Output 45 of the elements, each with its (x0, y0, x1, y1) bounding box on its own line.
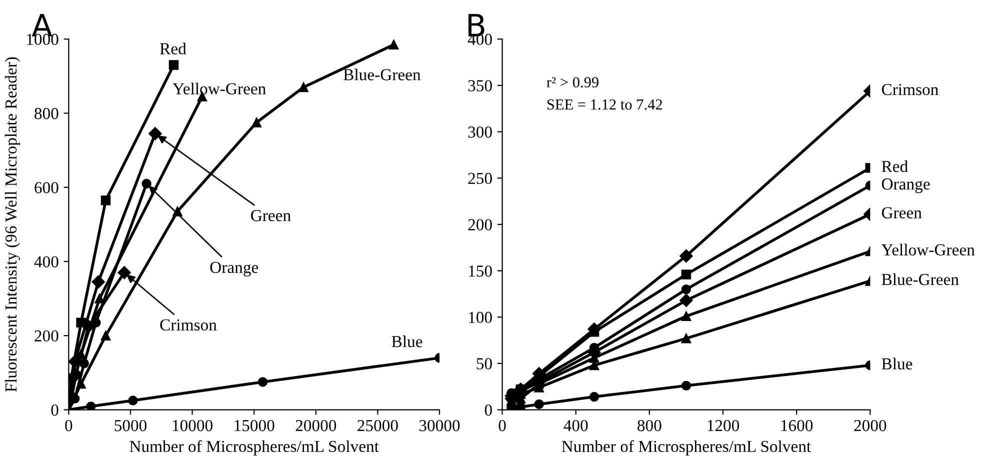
series-label: Yellow-Green (881, 244, 975, 256)
text: Green (251, 210, 291, 222)
x-axis-title: Number of Microspheres/mL Solvent (130, 440, 379, 456)
y-tick-label: 400 (34, 256, 58, 268)
x-tick-label: 20000 (296, 420, 336, 432)
annotation: r² > 0.99 (546, 77, 598, 88)
x-tick-label: 10000 (172, 420, 212, 432)
legend-label: Crimson (160, 319, 217, 331)
y-axis-title: Fluorescent Intensity (96 Well Microplate Reader) (4, 57, 20, 392)
series-label: Red (160, 42, 186, 54)
y-tick-label: 100 (469, 312, 492, 324)
y-tick-label: 350 (468, 80, 492, 92)
y-tick-label: 800 (34, 108, 58, 120)
x-tick-label: 15000 (234, 420, 274, 432)
series-label: Crimson (882, 84, 938, 96)
x-tick-label: 25000 (358, 420, 398, 432)
series-label: Blue-Green (344, 68, 421, 80)
y-tick-label: 300 (468, 126, 492, 138)
x-tick-label: 400 (564, 420, 588, 432)
series-label: Green (882, 207, 922, 218)
y-tick-label: 250 (468, 172, 492, 184)
y-tick-label: 150 (469, 265, 492, 277)
y-tick-label: 0 (51, 404, 58, 416)
y-tick-label: 200 (34, 330, 58, 342)
series-label: Orange (882, 178, 930, 194)
y-tick-label: 50 (476, 358, 492, 370)
series-label: Blue-Green (882, 273, 959, 286)
x-tick-label: 0 (65, 420, 72, 432)
y-tick-label: 600 (34, 182, 58, 194)
y-tick-label: 0 (484, 404, 492, 416)
y-tick-label: 200 (468, 219, 492, 230)
x-tick-label: 5000 (114, 420, 147, 432)
x-tick-label: 30000 (419, 420, 460, 432)
x-tick-label: 0 (498, 420, 506, 432)
text: Orange (210, 262, 258, 276)
series-label: Yellow-Green (172, 82, 266, 94)
annotation: SEE = 1.12 to 7.42 (547, 99, 662, 110)
series-label: Blue (392, 335, 422, 348)
series-label: Blue (882, 358, 912, 370)
x-tick-label: 1600 (781, 420, 813, 432)
series-label: Red (882, 160, 908, 172)
x-tick-label: 2000 (854, 420, 886, 432)
x-axis-title: Number of Microspheres/mL Solvent (562, 440, 812, 456)
x-tick-label: 800 (638, 420, 662, 432)
x-tick-label: 1200 (708, 420, 740, 432)
